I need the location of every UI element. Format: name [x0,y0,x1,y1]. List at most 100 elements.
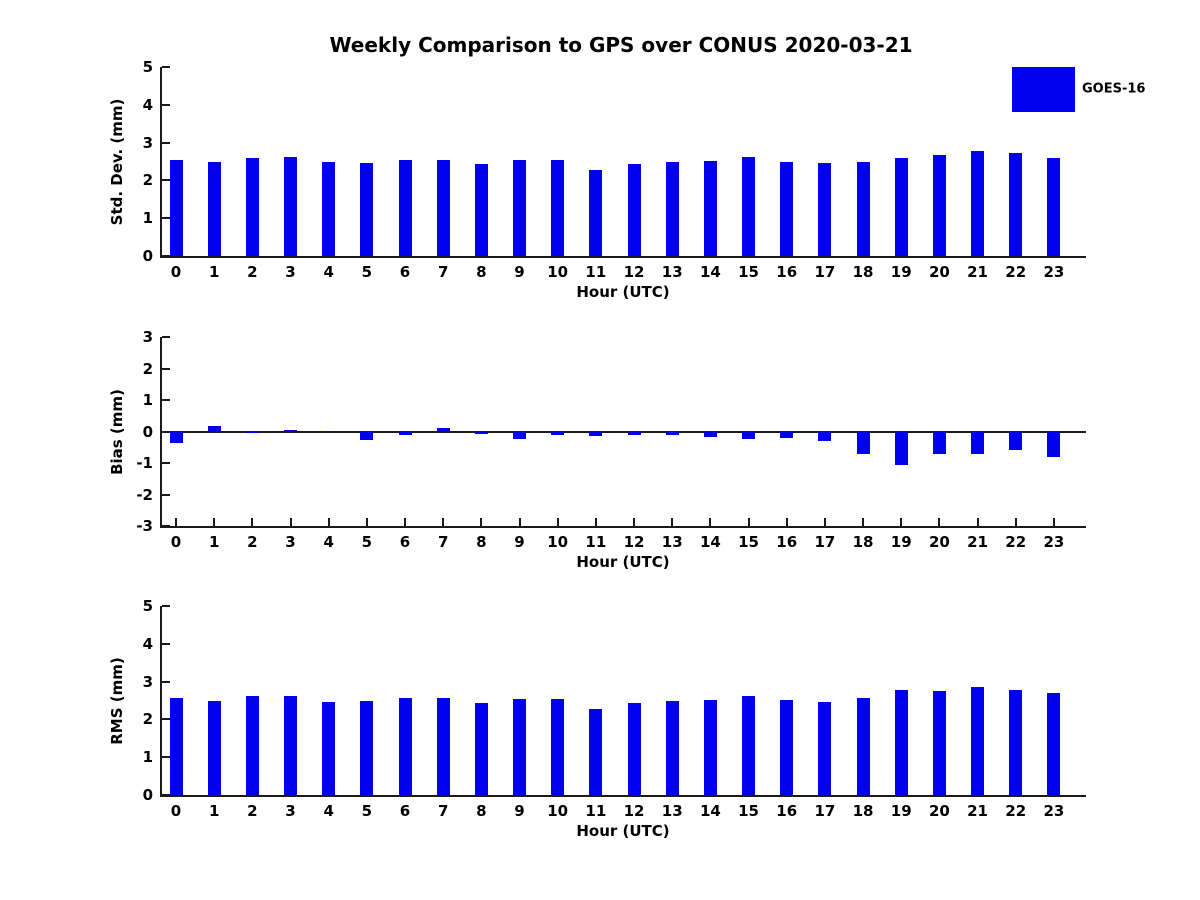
x-tick [327,518,330,526]
y-tick-label: -3 [136,517,153,535]
x-tick-label: 9 [514,263,525,281]
x-tick-label: 13 [661,263,683,281]
x-tick [594,518,597,526]
x-tick-label: 14 [699,802,721,820]
x-tick-label: 12 [623,263,645,281]
stddev-chart-plot-area: 0 1 2 3 4 5 0 1 2 3 4 5 6 7 8 9 10 11 12 13 14 15 16 17 18 19 20 21… [143,58,1086,281]
x-tick-label: 12 [623,802,645,820]
x-tick-label: 8 [476,802,487,820]
y-tick-label: 5 [142,58,153,76]
bar-hour-16 [780,700,794,795]
bar-hour-20 [932,690,946,795]
bar-hour-5 [360,431,374,441]
x-tick-label: 10 [547,802,569,820]
x-tick-label: 22 [1005,533,1027,551]
y-tick [162,66,170,68]
y-tick-label: 3 [142,328,153,346]
bar-hour-21 [971,431,985,454]
bias-x-axis-label: Hour (UTC) [576,553,670,571]
bar-hour-2 [245,158,259,256]
x-tick-label: 23 [1043,533,1065,551]
x-tick-label: 3 [285,802,296,820]
legend-swatch [1012,67,1075,112]
bar-hour-6 [398,431,412,435]
bar-hour-3 [284,695,297,795]
bar-hour-16 [780,431,794,438]
y-tick [162,462,170,464]
bias-chart-plot-area: -3 -2 -1 0 1 2 3 0 1 2 3 4 5 6 7 8 9 10 11 12 13 14 15 16 17 18 19… [136,328,1086,551]
x-tick [938,518,941,526]
x-tick-label: 6 [399,533,411,551]
bar-hour-2 [245,696,259,795]
x-tick-label: 4 [323,263,334,281]
x-tick-label: 17 [814,263,836,281]
bar-hour-20 [932,155,946,256]
x-tick-label: 11 [585,802,607,820]
bar-hour-17 [818,431,832,441]
x-tick-label: 21 [967,263,988,281]
bar-hour-12 [627,431,641,435]
zero-axis-line [162,430,1086,433]
bar-hour-18 [856,697,870,795]
bar-hour-19 [894,158,908,256]
rms-y-axis-label: RMS (mm) [108,657,126,745]
x-tick-label: 13 [661,802,683,820]
y-tick [162,399,170,401]
y-tick-label: 1 [142,748,153,767]
bar-hour-9 [513,160,527,256]
x-tick [518,518,521,526]
x-tick-label: 18 [852,802,874,820]
bar-hour-13 [665,700,679,795]
x-tick [823,518,826,526]
bar-hour-23 [1047,158,1061,256]
y-tick [162,756,170,759]
x-tick-label: 2 [247,263,258,281]
x-tick-label: 23 [1043,263,1065,281]
bar-hour-11 [589,170,603,256]
x-tick [251,518,254,526]
x-tick [709,518,712,526]
bar-hour-23 [1047,692,1061,795]
x-tick [365,518,368,526]
y-tick [162,179,170,182]
x-tick-label: 2 [247,802,258,820]
bar-hour-3 [284,429,297,432]
bar-hour-8 [474,702,488,795]
y-tick-label: 2 [142,171,153,190]
stddev-y-axis-label: Std. Dev. (mm) [108,98,126,226]
bar-hour-14 [703,699,717,795]
rms-chart-plot-area: 0 1 2 3 4 5 0 1 2 3 4 5 6 7 8 9 10 11 12 13 14 15 16 17 18 19 20 21… [143,597,1086,820]
y-tick [162,718,170,721]
bar-hour-8 [474,431,488,435]
x-tick-label: 9 [514,802,525,820]
bar-hour-13 [665,161,679,256]
bar-hour-10 [551,698,565,795]
x-tick-label: 5 [361,263,373,281]
y-tick-label: 0 [142,247,153,265]
x-tick [175,518,177,526]
y-tick-label: 4 [142,634,153,653]
bar-hour-21 [971,151,985,256]
y-tick [162,680,170,683]
bar-hour-10 [551,160,565,256]
bar-hour-18 [856,162,870,256]
y-tick [162,103,170,106]
bar-hour-15 [742,695,756,795]
x-tick-label: 6 [399,802,411,820]
bar-hour-2 [245,431,259,434]
x-tick-label: 6 [399,263,411,281]
x-tick-label: 10 [547,533,569,551]
y-tick-label: 1 [142,209,153,228]
x-tick [1052,518,1055,526]
x-tick [480,518,483,526]
x-tick [289,518,292,526]
x-tick-label: 4 [323,533,334,551]
bar-hour-1 [207,700,221,795]
x-tick-label: 1 [208,533,220,551]
y-tick-label: 0 [142,422,153,441]
x-tick-label: 0 [170,263,182,281]
bar-hour-1 [207,161,221,256]
x-tick-label: 8 [476,263,487,281]
x-tick [442,518,445,526]
